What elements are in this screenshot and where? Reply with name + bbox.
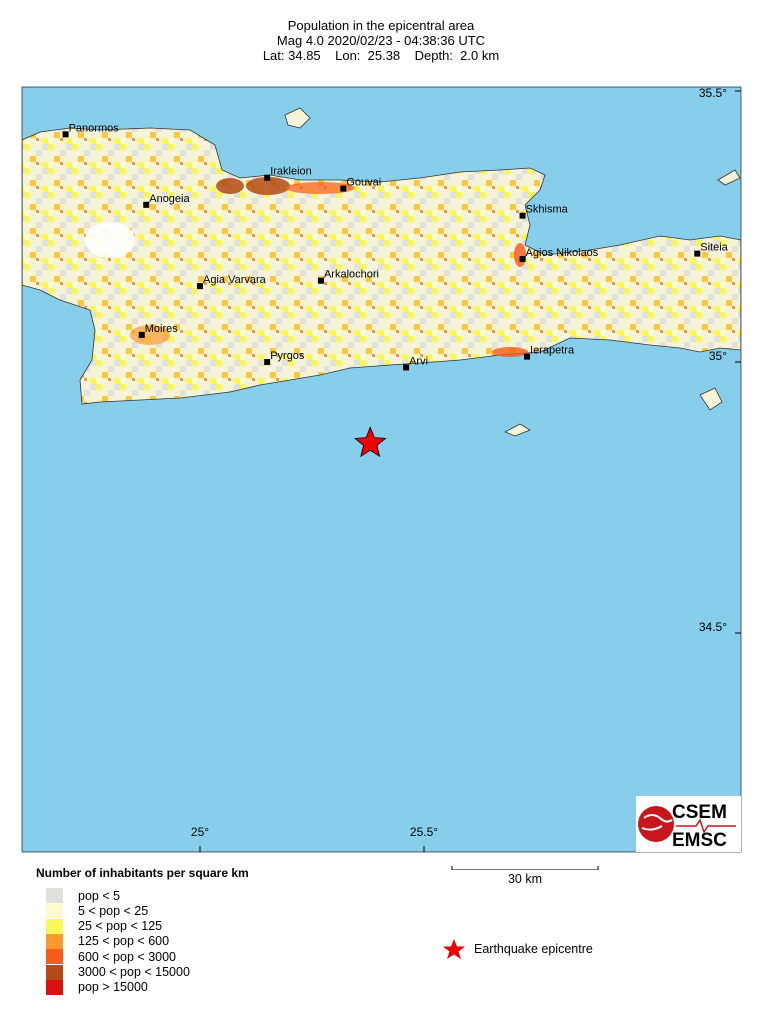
legend-swatch <box>46 888 63 903</box>
city-label: Agios Nikolaos <box>526 247 599 259</box>
svg-text:EMSC: EMSC <box>672 830 727 851</box>
city-marker <box>403 364 410 371</box>
crete-island <box>22 127 741 405</box>
unpopulated-area <box>85 222 135 258</box>
lon-tick-label: 25.5° <box>410 825 438 839</box>
city-label: Ierapetra <box>530 345 575 357</box>
epicentre-legend: Earthquake epicentre <box>442 938 593 960</box>
legend-item: 600 < pop < 3000 <box>46 949 177 965</box>
city-label: Arvi <box>409 355 428 367</box>
scale-bar-label: 30 km <box>507 872 543 886</box>
legend-label: pop > 15000 <box>78 980 148 995</box>
city-marker <box>519 212 526 219</box>
city-marker <box>143 201 150 208</box>
lat-tick-label: 34.5° <box>699 620 727 634</box>
city-label: Moires <box>145 323 179 335</box>
city-label: Anogeia <box>149 193 190 205</box>
city-marker <box>519 256 526 263</box>
city-marker <box>62 131 69 138</box>
legend-item: pop < 5 <box>46 888 120 903</box>
city-label: Agia Varvara <box>203 274 267 286</box>
city-label: Arkalochori <box>324 269 379 281</box>
lon-tick-label: 25° <box>191 825 209 839</box>
population-map: Panormos Irakleion Gouvai Anogeia Skhisma Agi… <box>21 86 742 870</box>
legend-swatch <box>46 918 63 934</box>
urban-area <box>285 182 355 194</box>
urban-area <box>216 178 244 194</box>
urban-area-irakleion <box>246 177 290 195</box>
city-label: Siteia <box>700 242 728 254</box>
city-marker <box>264 359 271 365</box>
city-marker <box>138 331 145 338</box>
event-info: Mag 4.0 2020/02/23 - 04:38:36 UTC <box>276 33 486 48</box>
legend-item: 25 < pop < 125 <box>46 918 163 934</box>
legend-swatch <box>46 964 63 980</box>
urban-area <box>514 243 526 267</box>
epicentre-legend-label: Earthquake epicentre <box>474 942 593 956</box>
islet <box>699 387 723 411</box>
city-label: Pyrgos <box>270 350 305 362</box>
city-label: Panormos <box>69 122 120 134</box>
event-location: Lat: 34.85 Lon: 25.38 Depth: 2.0 km <box>262 48 500 63</box>
legend-item: 125 < pop < 600 <box>46 933 170 949</box>
city-label: Gouvai <box>346 177 381 189</box>
epicentre-star-icon <box>353 426 387 458</box>
map-title: Population in the epicentral area <box>287 18 475 33</box>
star-icon <box>443 939 465 959</box>
city-marker <box>524 353 531 360</box>
lat-tick-label: 35.5° <box>699 86 727 100</box>
urban-area <box>492 347 528 357</box>
legend-swatch <box>46 949 63 965</box>
legend-item: 5 < pop < 25 <box>46 903 149 919</box>
city-marker <box>694 250 701 257</box>
legend-label: 5 < pop < 25 <box>78 903 149 918</box>
city-label: Irakleion <box>270 166 312 178</box>
legend-label: 125 < pop < 600 <box>78 934 170 949</box>
city-marker <box>197 283 203 290</box>
legend-swatch <box>46 903 63 919</box>
city-marker <box>340 185 347 192</box>
legend-label: 25 < pop < 125 <box>78 919 163 934</box>
legend-label: 3000 < pop < 15000 <box>78 965 190 979</box>
map-frame <box>21 86 742 853</box>
legend-title: Number of inhabitants per square km <box>36 866 249 880</box>
city-marker <box>317 277 324 284</box>
legend-swatch <box>46 933 63 949</box>
legend-label: pop < 5 <box>78 888 121 903</box>
city-marker <box>264 174 271 181</box>
city-label: Skhisma <box>526 204 569 216</box>
legend-label: 600 < pop < 3000 <box>78 949 177 964</box>
urban-area <box>130 325 170 345</box>
islet <box>504 423 531 437</box>
emsc-logo: CSEM EMSC <box>636 796 741 852</box>
legend-item: pop > 15000 <box>46 979 148 995</box>
lat-tick-label: 35° <box>709 349 727 363</box>
islet <box>717 169 741 186</box>
islet <box>284 107 311 129</box>
svg-text:CSEM: CSEM <box>672 802 727 823</box>
legend-item: 3000 < pop < 15000 <box>46 964 190 980</box>
legend-swatch <box>46 979 63 995</box>
